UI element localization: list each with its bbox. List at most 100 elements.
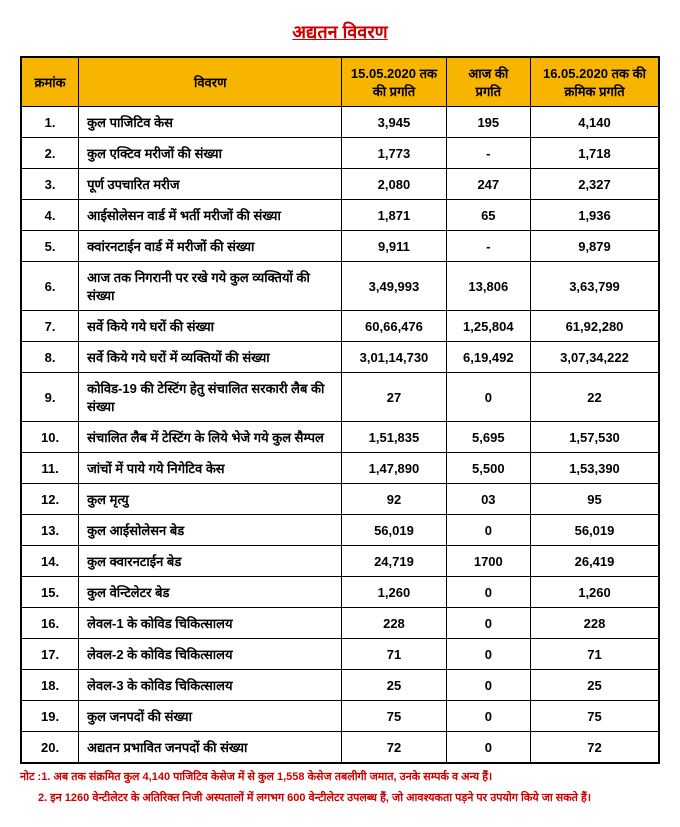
page-title: अद्यतन विवरण: [20, 20, 660, 44]
cell-today: 0: [446, 515, 530, 546]
cell-prev: 27: [342, 373, 446, 422]
cell-cumulative: 1,57,530: [531, 422, 660, 453]
cell-description: आईसोलेसन वार्ड में भर्ती मरीजों की संख्य…: [79, 200, 342, 231]
table-row: 14.कुल क्वारनटाईन बेड24,719170026,419: [21, 546, 659, 577]
cell-today: 0: [446, 608, 530, 639]
footnote-1: नोट :1. अब तक संक्रमित कुल 4,140 पाजिटिव…: [20, 770, 660, 785]
table-row: 3.पूर्ण उपचारित मरीज2,0802472,327: [21, 169, 659, 200]
cell-today: 0: [446, 701, 530, 732]
cell-today: 6,19,492: [446, 342, 530, 373]
cell-prev: 72: [342, 732, 446, 764]
cell-prev: 1,51,835: [342, 422, 446, 453]
cell-description: कुल जनपदों की संख्या: [79, 701, 342, 732]
cell-description: कुल आईसोलेसन बेड: [79, 515, 342, 546]
footnote-2: 2. इन 1260 वेन्टीलेटर के अतिरिक्त निजी अ…: [20, 791, 660, 806]
table-row: 11.जांचों में पाये गये निगेटिव केस1,47,8…: [21, 453, 659, 484]
cell-cumulative: 95: [531, 484, 660, 515]
cell-serial: 9.: [21, 373, 79, 422]
cell-serial: 6.: [21, 262, 79, 311]
cell-cumulative: 1,260: [531, 577, 660, 608]
cell-serial: 18.: [21, 670, 79, 701]
cell-today: 0: [446, 577, 530, 608]
cell-cumulative: 1,53,390: [531, 453, 660, 484]
cell-cumulative: 26,419: [531, 546, 660, 577]
cell-today: 1700: [446, 546, 530, 577]
col-cumulative-progress: 16.05.2020 तक की क्रमिक प्रगति: [531, 57, 660, 107]
table-row: 8.सर्वे किये गये घरों में व्यक्तियों की …: [21, 342, 659, 373]
table-row: 6.आज तक निगरानी पर रखे गये कुल व्यक्तियो…: [21, 262, 659, 311]
cell-cumulative: 3,07,34,222: [531, 342, 660, 373]
cell-serial: 2.: [21, 138, 79, 169]
cell-cumulative: 56,019: [531, 515, 660, 546]
cell-cumulative: 61,92,280: [531, 311, 660, 342]
cell-serial: 14.: [21, 546, 79, 577]
cell-description: लेवल-3 के कोविड चिकित्सालय: [79, 670, 342, 701]
cell-serial: 10.: [21, 422, 79, 453]
cell-description: कोविड-19 की टेस्टिंग हेतु संचालित सरकारी…: [79, 373, 342, 422]
cell-description: लेवल-1 के कोविड चिकित्सालय: [79, 608, 342, 639]
cell-description: कुल पाजिटिव केस: [79, 107, 342, 138]
cell-serial: 19.: [21, 701, 79, 732]
cell-prev: 75: [342, 701, 446, 732]
cell-cumulative: 228: [531, 608, 660, 639]
table-row: 17.लेवल-2 के कोविड चिकित्सालय71071: [21, 639, 659, 670]
cell-prev: 60,66,476: [342, 311, 446, 342]
cell-today: 0: [446, 373, 530, 422]
col-today-progress: आज की प्रगति: [446, 57, 530, 107]
table-row: 12.कुल मृत्यु920395: [21, 484, 659, 515]
cell-cumulative: 2,327: [531, 169, 660, 200]
table-row: 1.कुल पाजिटिव केस3,9451954,140: [21, 107, 659, 138]
table-row: 13.कुल आईसोलेसन बेड56,019056,019: [21, 515, 659, 546]
cell-prev: 3,01,14,730: [342, 342, 446, 373]
cell-serial: 17.: [21, 639, 79, 670]
cell-prev: 56,019: [342, 515, 446, 546]
cell-serial: 13.: [21, 515, 79, 546]
cell-cumulative: 72: [531, 732, 660, 764]
table-row: 10.संचालित लैब में टेस्टिंग के लिये भेजे…: [21, 422, 659, 453]
table-row: 15.कुल वेन्टिलेटर बेड1,26001,260: [21, 577, 659, 608]
table-row: 19.कुल जनपदों की संख्या75075: [21, 701, 659, 732]
cell-cumulative: 9,879: [531, 231, 660, 262]
cell-serial: 1.: [21, 107, 79, 138]
cell-cumulative: 1,936: [531, 200, 660, 231]
cell-description: लेवल-2 के कोविड चिकित्सालय: [79, 639, 342, 670]
cell-today: 247: [446, 169, 530, 200]
cell-cumulative: 71: [531, 639, 660, 670]
cell-description: क्वांरनटाईन वार्ड में मरीजों की संख्या: [79, 231, 342, 262]
cell-serial: 5.: [21, 231, 79, 262]
cell-prev: 24,719: [342, 546, 446, 577]
col-description: विवरण: [79, 57, 342, 107]
cell-description: पूर्ण उपचारित मरीज: [79, 169, 342, 200]
cell-prev: 1,260: [342, 577, 446, 608]
cell-today: 0: [446, 670, 530, 701]
cell-description: कुल मृत्यु: [79, 484, 342, 515]
cell-description: जांचों में पाये गये निगेटिव केस: [79, 453, 342, 484]
cell-today: -: [446, 138, 530, 169]
cell-description: अद्यतन प्रभावित जनपदों की संख्या: [79, 732, 342, 764]
cell-prev: 1,47,890: [342, 453, 446, 484]
table-row: 20.अद्यतन प्रभावित जनपदों की संख्या72072: [21, 732, 659, 764]
table-row: 4.आईसोलेसन वार्ड में भर्ती मरीजों की संख…: [21, 200, 659, 231]
cell-description: आज तक निगरानी पर रखे गये कुल व्यक्तियों …: [79, 262, 342, 311]
cell-serial: 11.: [21, 453, 79, 484]
table-row: 7.सर्वे किये गये घरों की संख्या60,66,476…: [21, 311, 659, 342]
table-row: 2.कुल एक्टिव मरीजों की संख्या1,773-1,718: [21, 138, 659, 169]
table-row: 16.लेवल-1 के कोविड चिकित्सालय2280228: [21, 608, 659, 639]
cell-serial: 3.: [21, 169, 79, 200]
cell-description: संचालित लैब में टेस्टिंग के लिये भेजे गय…: [79, 422, 342, 453]
cell-today: 13,806: [446, 262, 530, 311]
cell-prev: 71: [342, 639, 446, 670]
col-prev-progress: 15.05.2020 तक की प्रगति: [342, 57, 446, 107]
cell-today: 5,695: [446, 422, 530, 453]
cell-description: सर्वे किये गये घरों की संख्या: [79, 311, 342, 342]
cell-prev: 92: [342, 484, 446, 515]
cell-today: 03: [446, 484, 530, 515]
cell-today: 195: [446, 107, 530, 138]
cell-today: 5,500: [446, 453, 530, 484]
cell-cumulative: 25: [531, 670, 660, 701]
cell-prev: 228: [342, 608, 446, 639]
table-row: 5.क्वांरनटाईन वार्ड में मरीजों की संख्या…: [21, 231, 659, 262]
data-table: क्रमांक विवरण 15.05.2020 तक की प्रगति आज…: [20, 56, 660, 764]
cell-prev: 3,49,993: [342, 262, 446, 311]
cell-serial: 4.: [21, 200, 79, 231]
